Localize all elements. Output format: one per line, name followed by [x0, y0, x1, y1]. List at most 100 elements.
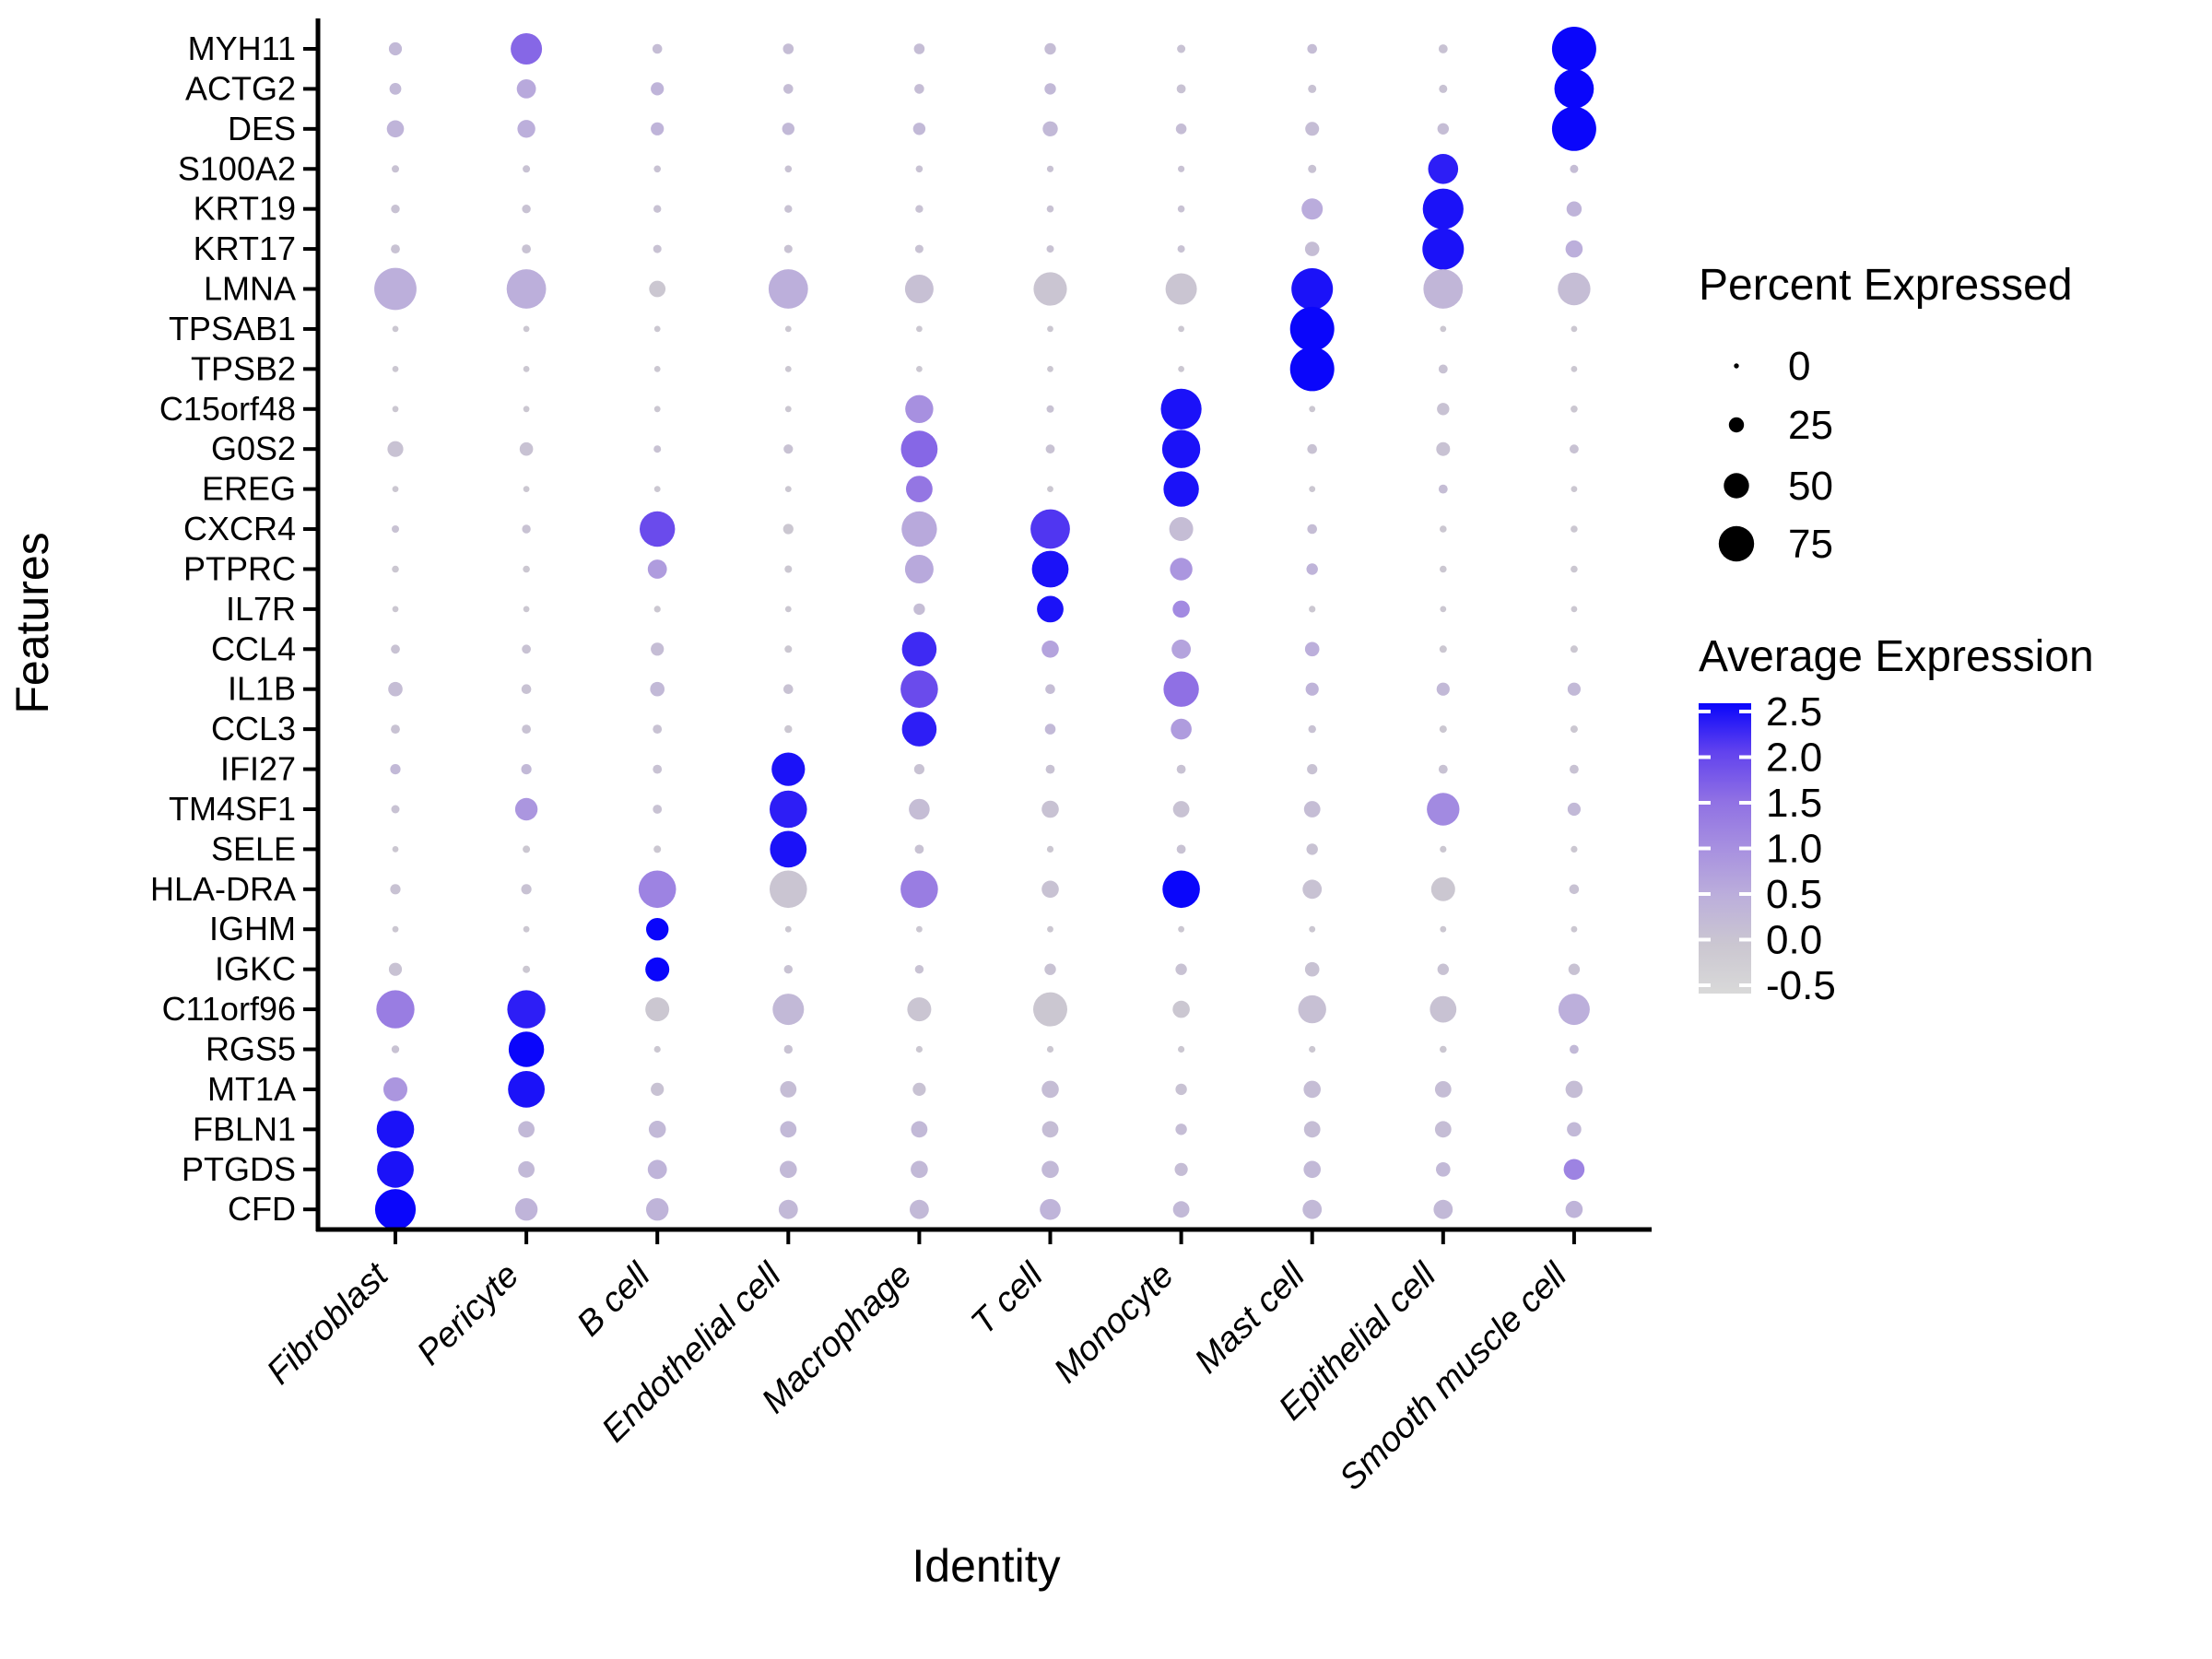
dot-IGHM-Monocyte: [1178, 925, 1184, 933]
dot-RGS5-Endothelial cell: [783, 1044, 793, 1054]
x-tick-label-Pericyte: Pericyte: [410, 1256, 527, 1373]
dot-S100A2-Fibroblast: [392, 165, 399, 173]
dot-G0S2-T cell: [1045, 444, 1055, 454]
dot-MT1A-B cell: [651, 1082, 665, 1096]
dot-IFI27-B cell: [653, 764, 663, 774]
dot-PTGDS-Macrophage: [911, 1160, 928, 1179]
dot-CFD-Smooth muscle cell: [1565, 1200, 1583, 1218]
dot-IL1B-Pericyte: [521, 684, 532, 694]
dot-MYH11-Monocyte: [1177, 44, 1186, 53]
dot-DES-T cell: [1042, 121, 1058, 136]
dot-S100A2-Epithelial cell: [1428, 154, 1459, 184]
dot-S100A2-Monocyte: [1178, 165, 1185, 172]
dot-CCL3-T cell: [1044, 724, 1056, 735]
dot-LMNA-T cell: [1033, 272, 1067, 306]
dot-CCL4-B cell: [651, 642, 665, 656]
dot-PTGDS-Smooth muscle cell: [1563, 1159, 1585, 1181]
dot-G0S2-Mast cell: [1307, 443, 1317, 454]
dot-KRT17-Fibroblast: [391, 244, 400, 253]
y-tick-label-CXCR4: CXCR4: [183, 510, 296, 547]
dot-IGKC-Pericyte: [523, 965, 531, 973]
dot-PTPRC-Smooth muscle cell: [1571, 565, 1578, 573]
colorbar-tick-label-2.0: 2.0: [1766, 735, 1822, 781]
y-axis-title: Features: [6, 532, 58, 713]
dot-EREG-Monocyte: [1163, 471, 1199, 507]
dot-ACTG2-Smooth muscle cell: [1554, 69, 1594, 109]
dot-RGS5-Fibroblast: [391, 1045, 400, 1053]
dot-IGHM-Macrophage: [916, 925, 923, 933]
dot-RGS5-T cell: [1046, 1045, 1054, 1053]
dot-EREG-Endothelial cell: [784, 486, 792, 492]
y-tick-label-CFD: CFD: [228, 1190, 296, 1228]
y-tick-label-CCL3: CCL3: [211, 710, 296, 747]
y-tick-label-DES: DES: [228, 110, 296, 147]
dot-CXCR4-B cell: [640, 511, 676, 547]
dot-IFI27-Pericyte: [521, 764, 532, 775]
dot-G0S2-Monocyte: [1161, 429, 1201, 468]
dot-TPSAB1-B cell: [653, 325, 661, 333]
dot-CCL4-Mast cell: [1304, 641, 1320, 657]
dot-MT1A-Fibroblast: [383, 1077, 407, 1101]
dot-FBLN1-B cell: [648, 1121, 666, 1138]
dot-TPSAB1-Endothelial cell: [784, 325, 792, 333]
y-tick-label-ACTG2: ACTG2: [185, 69, 296, 107]
dot-IGHM-Epithelial cell: [1440, 925, 1447, 933]
dot-MT1A-Mast cell: [1303, 1080, 1321, 1099]
dot-KRT19-B cell: [653, 205, 662, 213]
dot-IFI27-Macrophage: [913, 764, 925, 775]
dot-KRT19-Smooth muscle cell: [1566, 201, 1583, 217]
dot-C15orf48-Epithelial cell: [1437, 403, 1450, 416]
dot-HLA-DRA-Smooth muscle cell: [1569, 884, 1580, 895]
y-tick-label-IL1B: IL1B: [228, 670, 296, 708]
dot-C15orf48-B cell: [653, 406, 661, 413]
dot-TPSB2-Epithelial cell: [1438, 364, 1448, 374]
x-tick-label-Fibroblast: Fibroblast: [260, 1255, 397, 1393]
dot-IGKC-Mast cell: [1304, 961, 1320, 977]
dot-CCL3-Mast cell: [1308, 724, 1316, 734]
dot-IL1B-B cell: [650, 681, 665, 697]
colorbar-tick-label-1.0: 1.0: [1766, 827, 1822, 872]
dot-PTGDS-Pericyte: [518, 1160, 535, 1178]
dot-KRT17-Mast cell: [1304, 241, 1320, 256]
dot-RGS5-Macrophage: [915, 1045, 924, 1053]
y-tick-label-TPSB2: TPSB2: [191, 349, 296, 387]
y-tick-label-C11orf96: C11orf96: [162, 990, 296, 1028]
dot-IL1B-Smooth muscle cell: [1567, 682, 1581, 696]
dot-PTPRC-Endothelial cell: [784, 565, 793, 573]
dot-KRT17-Epithelial cell: [1422, 228, 1465, 270]
dot-C11orf96-Mast cell: [1298, 994, 1326, 1024]
dot-HLA-DRA-T cell: [1041, 880, 1059, 899]
dot-KRT19-T cell: [1046, 205, 1054, 213]
dots-layer: [374, 27, 1596, 1230]
dot-DES-Smooth muscle cell: [1551, 106, 1596, 151]
dot-FBLN1-Endothelial cell: [780, 1121, 797, 1138]
y-tick-label-S100A2: S100A2: [178, 149, 296, 187]
dot-EREG-Macrophage: [906, 476, 933, 502]
dot-CXCR4-T cell: [1030, 509, 1070, 549]
dot-PTPRC-Macrophage: [904, 555, 934, 583]
dot-FBLN1-Monocyte: [1175, 1124, 1187, 1135]
color-legend-title: Average Expression: [1699, 632, 2094, 681]
colorbar-tick-label-0.5: 0.5: [1766, 872, 1822, 917]
dot-CCL4-Monocyte: [1171, 639, 1191, 659]
y-tick-label-PTGDS: PTGDS: [182, 1150, 296, 1188]
colorbar-tick-label-1.5: 1.5: [1766, 781, 1822, 826]
dot-CCL3-B cell: [653, 724, 663, 734]
dot-IL1B-Epithelial cell: [1436, 682, 1450, 696]
dot-IL7R-B cell: [653, 606, 661, 613]
dot-CFD-Monocyte: [1172, 1201, 1190, 1218]
dot-DES-Monocyte: [1175, 124, 1187, 135]
dot-FBLN1-Epithelial cell: [1434, 1121, 1452, 1138]
dot-DES-Endothelial cell: [782, 123, 794, 135]
dot-HLA-DRA-Mast cell: [1302, 879, 1323, 900]
dot-PTGDS-Mast cell: [1303, 1160, 1321, 1179]
dot-RGS5-Pericyte: [508, 1031, 545, 1067]
dot-SELE-Fibroblast: [392, 846, 399, 853]
dot-IL1B-Endothelial cell: [783, 684, 794, 694]
dot-IFI27-Mast cell: [1307, 764, 1318, 775]
dot-LMNA-Mast cell: [1291, 268, 1334, 310]
dot-G0S2-Endothelial cell: [783, 444, 794, 454]
dot-G0S2-Fibroblast: [387, 441, 404, 457]
dot-LMNA-Monocyte: [1165, 273, 1197, 305]
dot-G0S2-Pericyte: [519, 441, 534, 456]
